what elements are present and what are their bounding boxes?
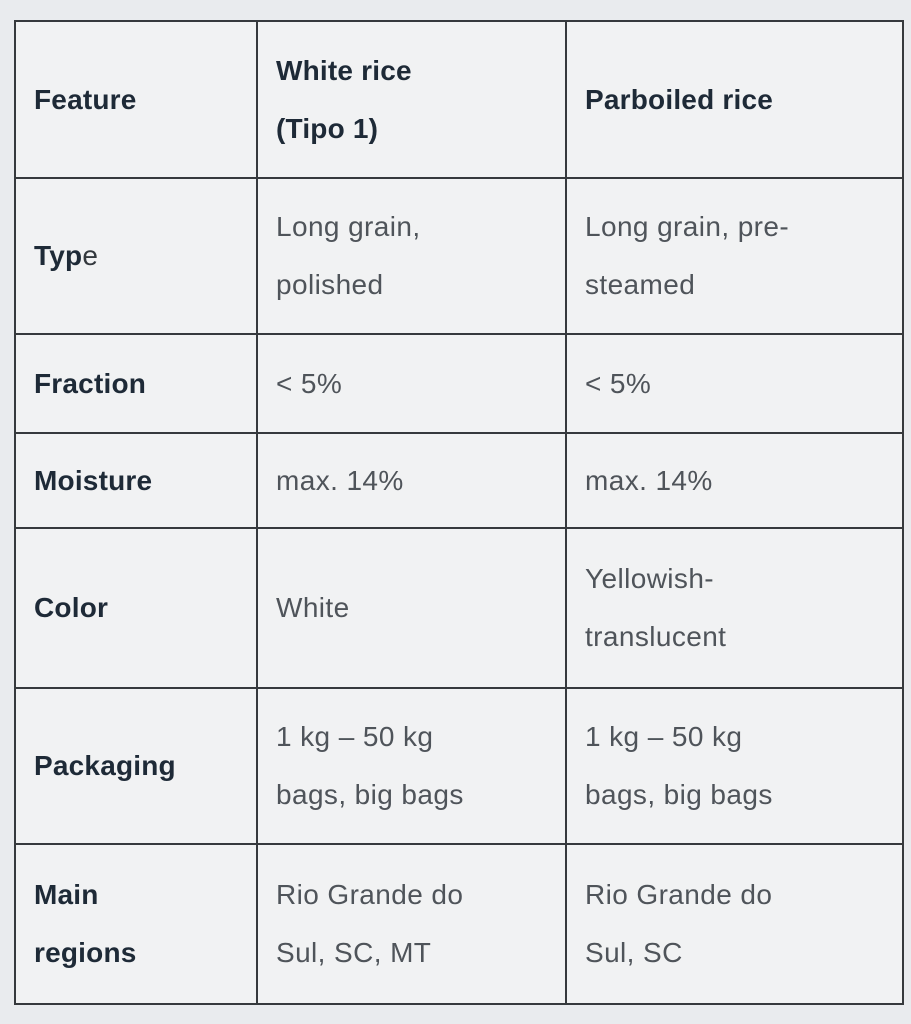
row-label-main-regions: Main regions xyxy=(14,843,258,1005)
cell-packaging-parboiled-rice: 1 kg – 50 kg bags, big bags xyxy=(565,687,904,845)
column-header-white-rice: White rice (Tipo 1) xyxy=(256,20,567,179)
table-row-type: Type Long grain, polished Long grain, pr… xyxy=(14,177,904,335)
cell-fraction-parboiled-rice: < 5% xyxy=(565,333,904,434)
header-row: Feature White rice (Tipo 1) Parboiled ri… xyxy=(14,20,904,179)
row-label-packaging: Packaging xyxy=(14,687,258,845)
table-row-packaging: Packaging 1 kg – 50 kg bags, big bags 1 … xyxy=(14,687,904,845)
row-label-color: Color xyxy=(14,527,258,689)
row-label-type-regular: e xyxy=(82,240,99,271)
rice-comparison-table: Feature White rice (Tipo 1) Parboiled ri… xyxy=(14,20,904,1005)
cell-color-parboiled-rice: Yellowish- translucent xyxy=(565,527,904,689)
cell-fraction-white-rice: < 5% xyxy=(256,333,567,434)
cell-type-white-rice: Long grain, polished xyxy=(256,177,567,335)
table-row-color: Color White Yellowish- translucent xyxy=(14,527,904,689)
cell-moisture-white-rice: max. 14% xyxy=(256,432,567,529)
row-label-type-bold: Typ xyxy=(34,240,83,271)
row-label-type: Type xyxy=(14,177,258,335)
table-row-moisture: Moisture max. 14% max. 14% xyxy=(14,432,904,529)
row-label-fraction: Fraction xyxy=(14,333,258,434)
row-label-moisture: Moisture xyxy=(14,432,258,529)
cell-moisture-parboiled-rice: max. 14% xyxy=(565,432,904,529)
cell-color-white-rice: White xyxy=(256,527,567,689)
cell-packaging-white-rice: 1 kg – 50 kg bags, big bags xyxy=(256,687,567,845)
cell-main-regions-parboiled-rice: Rio Grande do Sul, SC xyxy=(565,843,904,1005)
column-header-parboiled-rice: Parboiled rice xyxy=(565,20,904,179)
table-row-main-regions: Main regions Rio Grande do Sul, SC, MT R… xyxy=(14,843,904,1005)
column-header-feature: Feature xyxy=(14,20,258,179)
table-row-fraction: Fraction < 5% < 5% xyxy=(14,333,904,434)
cell-type-parboiled-rice: Long grain, pre- steamed xyxy=(565,177,904,335)
cell-main-regions-white-rice: Rio Grande do Sul, SC, MT xyxy=(256,843,567,1005)
rice-comparison-table-wrapper: Feature White rice (Tipo 1) Parboiled ri… xyxy=(14,20,904,1005)
